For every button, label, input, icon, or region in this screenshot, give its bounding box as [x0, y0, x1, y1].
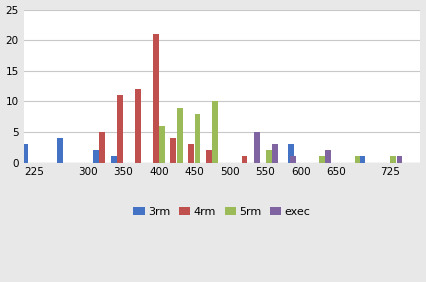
Legend: 3rm, 4rm, 5rm, exec: 3rm, 4rm, 5rm, exec — [129, 202, 315, 221]
Bar — [206, 150, 212, 163]
Bar — [117, 95, 123, 163]
Bar — [242, 157, 248, 163]
Bar — [319, 157, 325, 163]
Bar — [390, 157, 396, 163]
Bar — [135, 89, 141, 163]
Bar — [266, 150, 271, 163]
Bar — [93, 150, 99, 163]
Bar — [170, 138, 176, 163]
Bar — [159, 126, 165, 163]
Bar — [254, 132, 260, 163]
Bar — [99, 132, 105, 163]
Bar — [288, 144, 294, 163]
Bar — [58, 138, 63, 163]
Bar — [325, 150, 331, 163]
Bar — [360, 157, 366, 163]
Bar — [324, 157, 330, 163]
Bar — [212, 102, 218, 163]
Bar — [397, 157, 403, 163]
Bar — [195, 114, 201, 163]
Bar — [153, 34, 158, 163]
Bar — [111, 157, 117, 163]
Bar — [354, 157, 360, 163]
Bar — [290, 157, 296, 163]
Bar — [272, 144, 278, 163]
Bar — [22, 144, 28, 163]
Bar — [177, 107, 183, 163]
Bar — [188, 144, 194, 163]
